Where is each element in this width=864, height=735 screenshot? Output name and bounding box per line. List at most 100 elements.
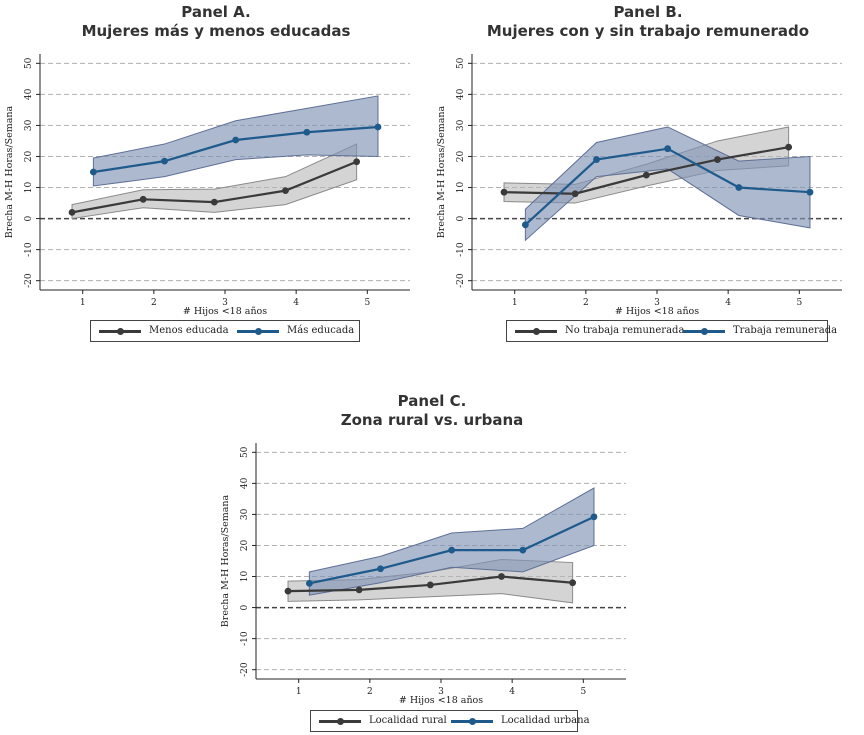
panel-b-title-line1: Panel B. (613, 3, 683, 21)
panel-a-title-line1: Panel A. (181, 3, 251, 21)
y-tick-label: 20 (240, 539, 250, 551)
panel-b-chart: -20 -10 0 10 20 30 40 50 1 2 3 4 5 # Hijos <18 años Br… (436, 54, 842, 317)
x-tick-label: 2 (151, 298, 157, 308)
data-point (571, 190, 579, 198)
legend-line-icon (515, 328, 557, 335)
data-point (426, 581, 434, 589)
y-tick-label: 10 (240, 571, 250, 583)
panel-a-title-line2: Mujeres más y menos educadas (81, 22, 351, 40)
data-point (519, 546, 527, 554)
data-point (282, 187, 289, 195)
legend-label: Trabaja remunerada (733, 325, 838, 336)
y-tick-label: 40 (240, 477, 250, 489)
data-point (521, 221, 529, 229)
panel-c-legend: Localidad rural Localidad urbana (310, 710, 590, 732)
data-point (303, 128, 311, 136)
panel-c-title-line1: Panel C. (397, 392, 467, 410)
data-point (664, 145, 672, 153)
panel-a: Panel A. Mujeres más y menos educadas -2… (0, 0, 432, 360)
y-tick-label: -20 (240, 662, 250, 677)
y-tick-label: 40 (24, 88, 34, 100)
panel-b-legend: No trabaja remunerada Trabaja remunerada (506, 320, 837, 342)
data-point (642, 171, 650, 179)
y-tick-label: -10 (24, 242, 34, 257)
data-point (714, 156, 721, 163)
y-tick-label: 10 (456, 182, 466, 194)
data-point (498, 573, 505, 580)
data-point (590, 513, 598, 521)
y-tick-label: 10 (24, 182, 34, 194)
panel-c-chart: -20 -10 0 10 20 30 40 50 1 2 3 4 5 # Hijos <18 años Br… (220, 443, 626, 706)
y-tick-label: 20 (24, 150, 34, 162)
y-tick-label: 50 (456, 57, 466, 69)
data-point (448, 546, 456, 554)
x-tick-label: 4 (509, 687, 515, 697)
panel-b: Panel B. Mujeres con y sin trabajo remun… (432, 0, 864, 360)
y-axis-title: Brecha M-H Horas/Semana (436, 105, 447, 238)
x-tick-label: 1 (512, 298, 518, 308)
y-tick-label: 40 (456, 88, 466, 100)
y-tick-label: 0 (24, 215, 34, 221)
y-tick-label: -10 (240, 631, 250, 646)
x-tick-label: 3 (654, 298, 660, 308)
data-point (593, 156, 600, 163)
data-point (735, 184, 743, 191)
y-tick-label: 50 (240, 446, 250, 458)
data-point (161, 157, 168, 165)
panel-c-title: Panel C. Zona rural vs. urbana (216, 392, 648, 430)
data-point (353, 158, 361, 166)
panel-c-title-line2: Zona rural vs. urbana (340, 411, 524, 429)
x-axis-title: # Hijos <18 años (183, 306, 267, 317)
x-tick-label: 5 (364, 298, 370, 308)
data-point (377, 565, 384, 573)
panel-c: Panel C. Zona rural vs. urbana -20 -10 0 10… (216, 368, 648, 732)
x-axis-title: # Hijos <18 años (399, 695, 483, 706)
confidence-band (524, 126, 811, 242)
y-tick-label: 0 (456, 215, 466, 221)
data-point (210, 198, 218, 206)
y-tick-label: -20 (456, 273, 466, 288)
y-tick-label: -10 (456, 242, 466, 257)
data-point (305, 579, 313, 587)
y-tick-label: 30 (240, 508, 250, 520)
x-tick-label: 1 (296, 687, 302, 697)
y-tick-label: -20 (24, 273, 34, 288)
data-point (355, 586, 363, 594)
data-point (68, 208, 76, 216)
y-axis-title: Brecha M-H Horas/Semana (4, 105, 15, 238)
panel-b-title-line2: Mujeres con y sin trabajo remunerado (486, 22, 810, 40)
x-tick-label: 2 (583, 298, 589, 308)
legend-line-icon (237, 328, 279, 335)
panel-a-chart: -20 -10 0 10 20 30 40 50 1 2 3 4 5 # Hijos <18 años Br… (4, 54, 410, 317)
legend-line-icon (319, 718, 361, 725)
x-tick-label: 5 (580, 687, 586, 697)
x-tick-label: 4 (293, 298, 299, 308)
legend-label: Más educada (287, 325, 355, 336)
panel-b-title: Panel B. Mujeres con y sin trabajo remun… (432, 3, 864, 41)
legend-label: Localidad urbana (501, 715, 590, 726)
y-tick-label: 0 (240, 604, 250, 610)
legend-label: Menos educada (149, 325, 229, 336)
legend-line-icon (99, 328, 141, 335)
legend-line-icon (451, 718, 493, 725)
y-tick-label: 50 (24, 57, 34, 69)
x-tick-label: 5 (796, 298, 802, 308)
x-tick-label: 4 (725, 298, 731, 308)
legend-label: Localidad rural (369, 715, 447, 726)
data-point (232, 136, 240, 144)
panel-a-legend: Menos educada Más educada (90, 320, 360, 342)
data-point (785, 143, 793, 151)
y-tick-label: 30 (24, 119, 34, 131)
y-tick-label: 30 (456, 119, 466, 131)
panel-a-title: Panel A. Mujeres más y menos educadas (0, 3, 432, 41)
x-tick-label: 1 (80, 298, 86, 308)
y-tick-label: 20 (456, 150, 466, 162)
x-tick-label: 2 (367, 687, 373, 697)
data-point (284, 587, 292, 595)
y-axis-title: Brecha M-H Horas/Semana (220, 494, 231, 627)
data-point (569, 579, 577, 587)
x-axis-title: # Hijos <18 años (615, 306, 699, 317)
x-tick-label: 3 (222, 298, 228, 308)
legend-label: No trabaja remunerada (565, 325, 685, 336)
data-point (139, 195, 147, 203)
